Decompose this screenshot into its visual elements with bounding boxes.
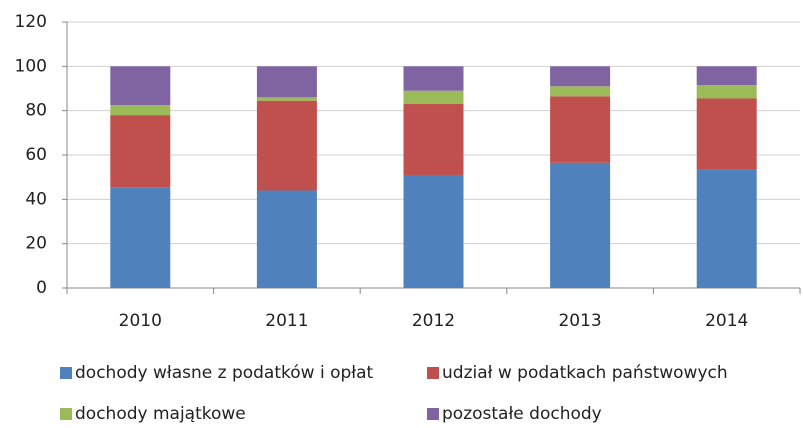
x-tick-label: 2014 xyxy=(705,311,748,331)
bar-segment xyxy=(110,187,171,288)
legend-swatch xyxy=(60,367,72,379)
legend-label: pozostałe dochody xyxy=(442,404,602,424)
y-tick-label: 0 xyxy=(36,278,47,298)
y-tick-label: 80 xyxy=(25,101,47,121)
x-tick-label: 2010 xyxy=(119,311,162,331)
bar-segment xyxy=(110,66,171,106)
bar-segment xyxy=(403,174,464,288)
legend-label: dochody majątkowe xyxy=(75,404,246,424)
y-tick-label: 20 xyxy=(25,234,47,254)
bar-segment xyxy=(550,96,611,163)
bar-segment xyxy=(696,98,757,170)
legend-swatch xyxy=(60,408,72,420)
bar-segment xyxy=(256,100,317,191)
legend-label: dochody własne z podatków i opłat xyxy=(75,363,374,383)
bar-segment xyxy=(550,86,611,97)
bar-segment xyxy=(403,66,464,91)
x-tick-label: 2012 xyxy=(412,311,455,331)
legend-swatch xyxy=(427,367,439,379)
x-tick-label: 2013 xyxy=(558,311,601,331)
y-tick-label: 120 xyxy=(15,12,47,32)
bar-segment xyxy=(256,97,317,101)
bar-segment xyxy=(550,66,611,87)
bar-segment xyxy=(256,190,317,288)
bar-segment xyxy=(403,104,464,175)
y-tick-label: 100 xyxy=(15,56,47,76)
bar-segment xyxy=(256,66,317,98)
x-tick-label: 2011 xyxy=(265,311,308,331)
y-tick-label: 60 xyxy=(25,145,47,165)
bar-segment xyxy=(110,115,171,188)
y-tick-label: 40 xyxy=(25,189,47,209)
bar-segment xyxy=(696,169,757,288)
bar-segment xyxy=(696,85,757,99)
legend-label: udział w podatkach państwowych xyxy=(442,363,728,383)
legend-swatch xyxy=(427,408,439,420)
bar-segment xyxy=(110,105,171,116)
bar-segment xyxy=(403,90,464,105)
bar-segment xyxy=(696,66,757,86)
bar-segment xyxy=(550,162,611,288)
